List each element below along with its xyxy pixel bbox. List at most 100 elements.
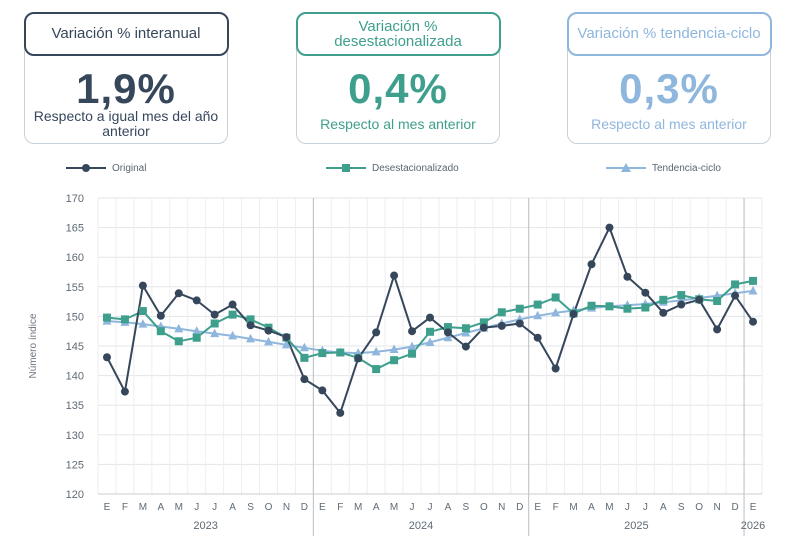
- data-point-desestacionalizado: [192, 333, 201, 342]
- data-point-original: [479, 323, 488, 332]
- x-tick-label: O: [265, 502, 273, 513]
- data-point-original: [228, 300, 237, 309]
- data-point-tendencia: [748, 285, 758, 295]
- data-point-desestacionalizado: [749, 276, 758, 285]
- data-point-desestacionalizado: [120, 315, 129, 324]
- legend-square-icon: [326, 164, 366, 172]
- x-tick-label: S: [463, 502, 470, 513]
- series-line-desestacionalizado: [106, 279, 754, 371]
- data-point-tendencia: [299, 342, 309, 352]
- year-label: 2026: [741, 520, 765, 532]
- data-point-original: [390, 271, 399, 280]
- y-tick-label: 140: [66, 371, 84, 383]
- kpi-card-value: 0,3%: [619, 65, 719, 112]
- data-point-original: [749, 317, 758, 326]
- kpi-card-value: 1,9%: [76, 65, 176, 112]
- year-label: 2025: [624, 520, 648, 532]
- data-point-original: [282, 333, 291, 342]
- data-point-original: [731, 291, 740, 300]
- x-tick-label: D: [301, 502, 308, 513]
- data-point-original: [318, 386, 327, 395]
- x-tick-label: J: [194, 502, 199, 513]
- data-point-original: [354, 354, 363, 363]
- x-tick-label: J: [212, 502, 217, 513]
- data-point-original: [372, 328, 381, 337]
- data-point-desestacionalizado: [246, 315, 255, 324]
- data-point-desestacionalizado: [605, 302, 614, 311]
- x-tick-label: A: [157, 502, 164, 513]
- y-tick-label: 170: [66, 193, 84, 205]
- data-point-desestacionalizado: [641, 303, 650, 312]
- y-tick-label: 165: [66, 223, 84, 235]
- x-tick-label: M: [139, 502, 147, 513]
- data-point-desestacionalizado: [318, 349, 327, 358]
- x-tick-label: M: [569, 502, 577, 513]
- y-tick-label: 135: [66, 400, 84, 412]
- x-tick-label: O: [695, 502, 703, 513]
- x-tick-label: N: [283, 502, 290, 513]
- data-point-desestacionalizado: [497, 308, 506, 317]
- data-point-desestacionalizado: [623, 304, 632, 313]
- x-tick-label: S: [247, 502, 254, 513]
- data-point-original: [408, 327, 417, 336]
- data-point-desestacionalizado: [156, 327, 165, 336]
- data-point-tendencia: [210, 328, 220, 338]
- x-tick-label: A: [373, 502, 380, 513]
- y-tick-label: 150: [66, 311, 84, 323]
- x-tick-label: O: [480, 502, 488, 513]
- x-tick-label: D: [731, 502, 738, 513]
- data-point-desestacionalizado: [408, 349, 417, 358]
- kpi-card-title: Variación % tendencia-ciclo: [566, 11, 772, 56]
- data-point-desestacionalizado: [479, 318, 488, 327]
- x-tick-label: E: [319, 502, 326, 513]
- x-tick-label: N: [714, 502, 721, 513]
- data-point-desestacionalizado: [426, 327, 434, 336]
- data-point-original: [605, 223, 614, 232]
- x-tick-label: F: [122, 502, 128, 513]
- x-tick-label: F: [553, 502, 559, 513]
- data-point-original: [102, 353, 111, 362]
- x-tick-label: J: [625, 502, 630, 513]
- kpi-card-note: Respecto al mes anterior: [320, 116, 476, 132]
- data-point-desestacionalizado: [713, 297, 722, 306]
- x-tick-label: E: [750, 502, 757, 513]
- y-axis-title: Número índice: [28, 313, 39, 378]
- data-point-desestacionalizado: [372, 365, 381, 374]
- y-tick-label: 155: [66, 282, 84, 294]
- year-label: 2024: [409, 520, 433, 532]
- data-point-original: [659, 308, 668, 317]
- x-tick-label: A: [660, 502, 667, 513]
- y-tick-label: 125: [66, 459, 84, 471]
- data-point-desestacionalizado: [390, 356, 399, 365]
- legend-item-original: Original: [66, 161, 146, 175]
- data-point-original: [138, 281, 147, 290]
- data-point-desestacionalizado: [533, 300, 542, 309]
- data-point-desestacionalizado: [102, 313, 111, 322]
- legend-triangle-icon: [606, 163, 646, 172]
- data-point-original: [641, 288, 650, 297]
- kpi-card-value: 0,4%: [348, 65, 448, 112]
- x-tick-label: F: [337, 502, 343, 513]
- x-tick-label: E: [534, 502, 541, 513]
- x-tick-label: A: [445, 502, 452, 513]
- data-point-original: [443, 328, 452, 337]
- x-tick-label: M: [354, 502, 362, 513]
- data-point-original: [264, 326, 273, 335]
- legend-circle-icon: [66, 164, 106, 172]
- kpi-card-interanual: Variación % interanual 1,9% Respecto a i…: [23, 11, 229, 144]
- data-point-original: [497, 321, 506, 330]
- legend-label: Original: [112, 162, 147, 174]
- data-point-tendencia: [281, 339, 291, 349]
- data-point-original: [192, 296, 201, 305]
- data-point-desestacionalizado: [228, 310, 237, 319]
- x-tick-label: D: [516, 502, 523, 513]
- x-tick-label: E: [104, 502, 111, 513]
- x-tick-label: A: [229, 502, 236, 513]
- year-label: 2023: [193, 520, 217, 532]
- data-point-desestacionalizado: [336, 348, 345, 357]
- data-point-tendencia: [425, 337, 435, 346]
- data-point-original: [569, 310, 578, 319]
- data-point-original: [695, 295, 704, 304]
- data-point-tendencia: [407, 341, 417, 351]
- data-point-desestacionalizado: [461, 324, 470, 333]
